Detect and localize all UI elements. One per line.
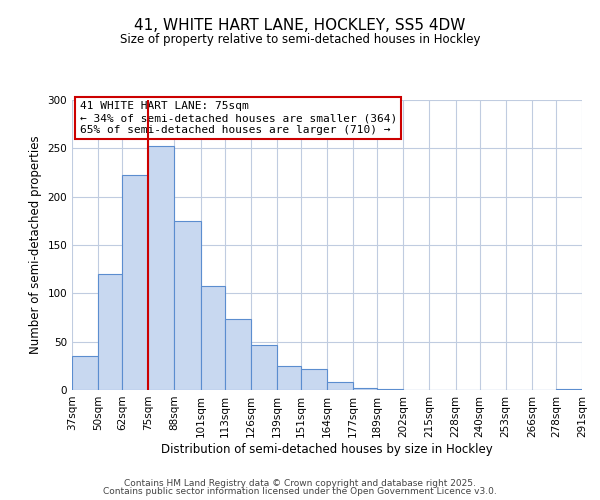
- Bar: [556, 389, 582, 390]
- Text: Contains public sector information licensed under the Open Government Licence v3: Contains public sector information licen…: [103, 487, 497, 496]
- Y-axis label: Number of semi-detached properties: Number of semi-detached properties: [29, 136, 42, 354]
- Bar: [200, 286, 224, 390]
- Bar: [122, 176, 148, 390]
- Bar: [251, 344, 277, 390]
- Bar: [175, 221, 200, 390]
- Bar: [98, 274, 122, 390]
- Text: Size of property relative to semi-detached houses in Hockley: Size of property relative to semi-detach…: [120, 32, 480, 46]
- Bar: [72, 356, 98, 390]
- Text: Contains HM Land Registry data © Crown copyright and database right 2025.: Contains HM Land Registry data © Crown c…: [124, 478, 476, 488]
- Bar: [327, 382, 353, 390]
- Text: 41, WHITE HART LANE, HOCKLEY, SS5 4DW: 41, WHITE HART LANE, HOCKLEY, SS5 4DW: [134, 18, 466, 32]
- Bar: [377, 389, 403, 390]
- Text: 41 WHITE HART LANE: 75sqm
← 34% of semi-detached houses are smaller (364)
65% of: 41 WHITE HART LANE: 75sqm ← 34% of semi-…: [80, 102, 397, 134]
- Bar: [224, 320, 251, 390]
- X-axis label: Distribution of semi-detached houses by size in Hockley: Distribution of semi-detached houses by …: [161, 442, 493, 456]
- Bar: [301, 368, 327, 390]
- Bar: [148, 146, 175, 390]
- Bar: [353, 388, 377, 390]
- Bar: [277, 366, 301, 390]
